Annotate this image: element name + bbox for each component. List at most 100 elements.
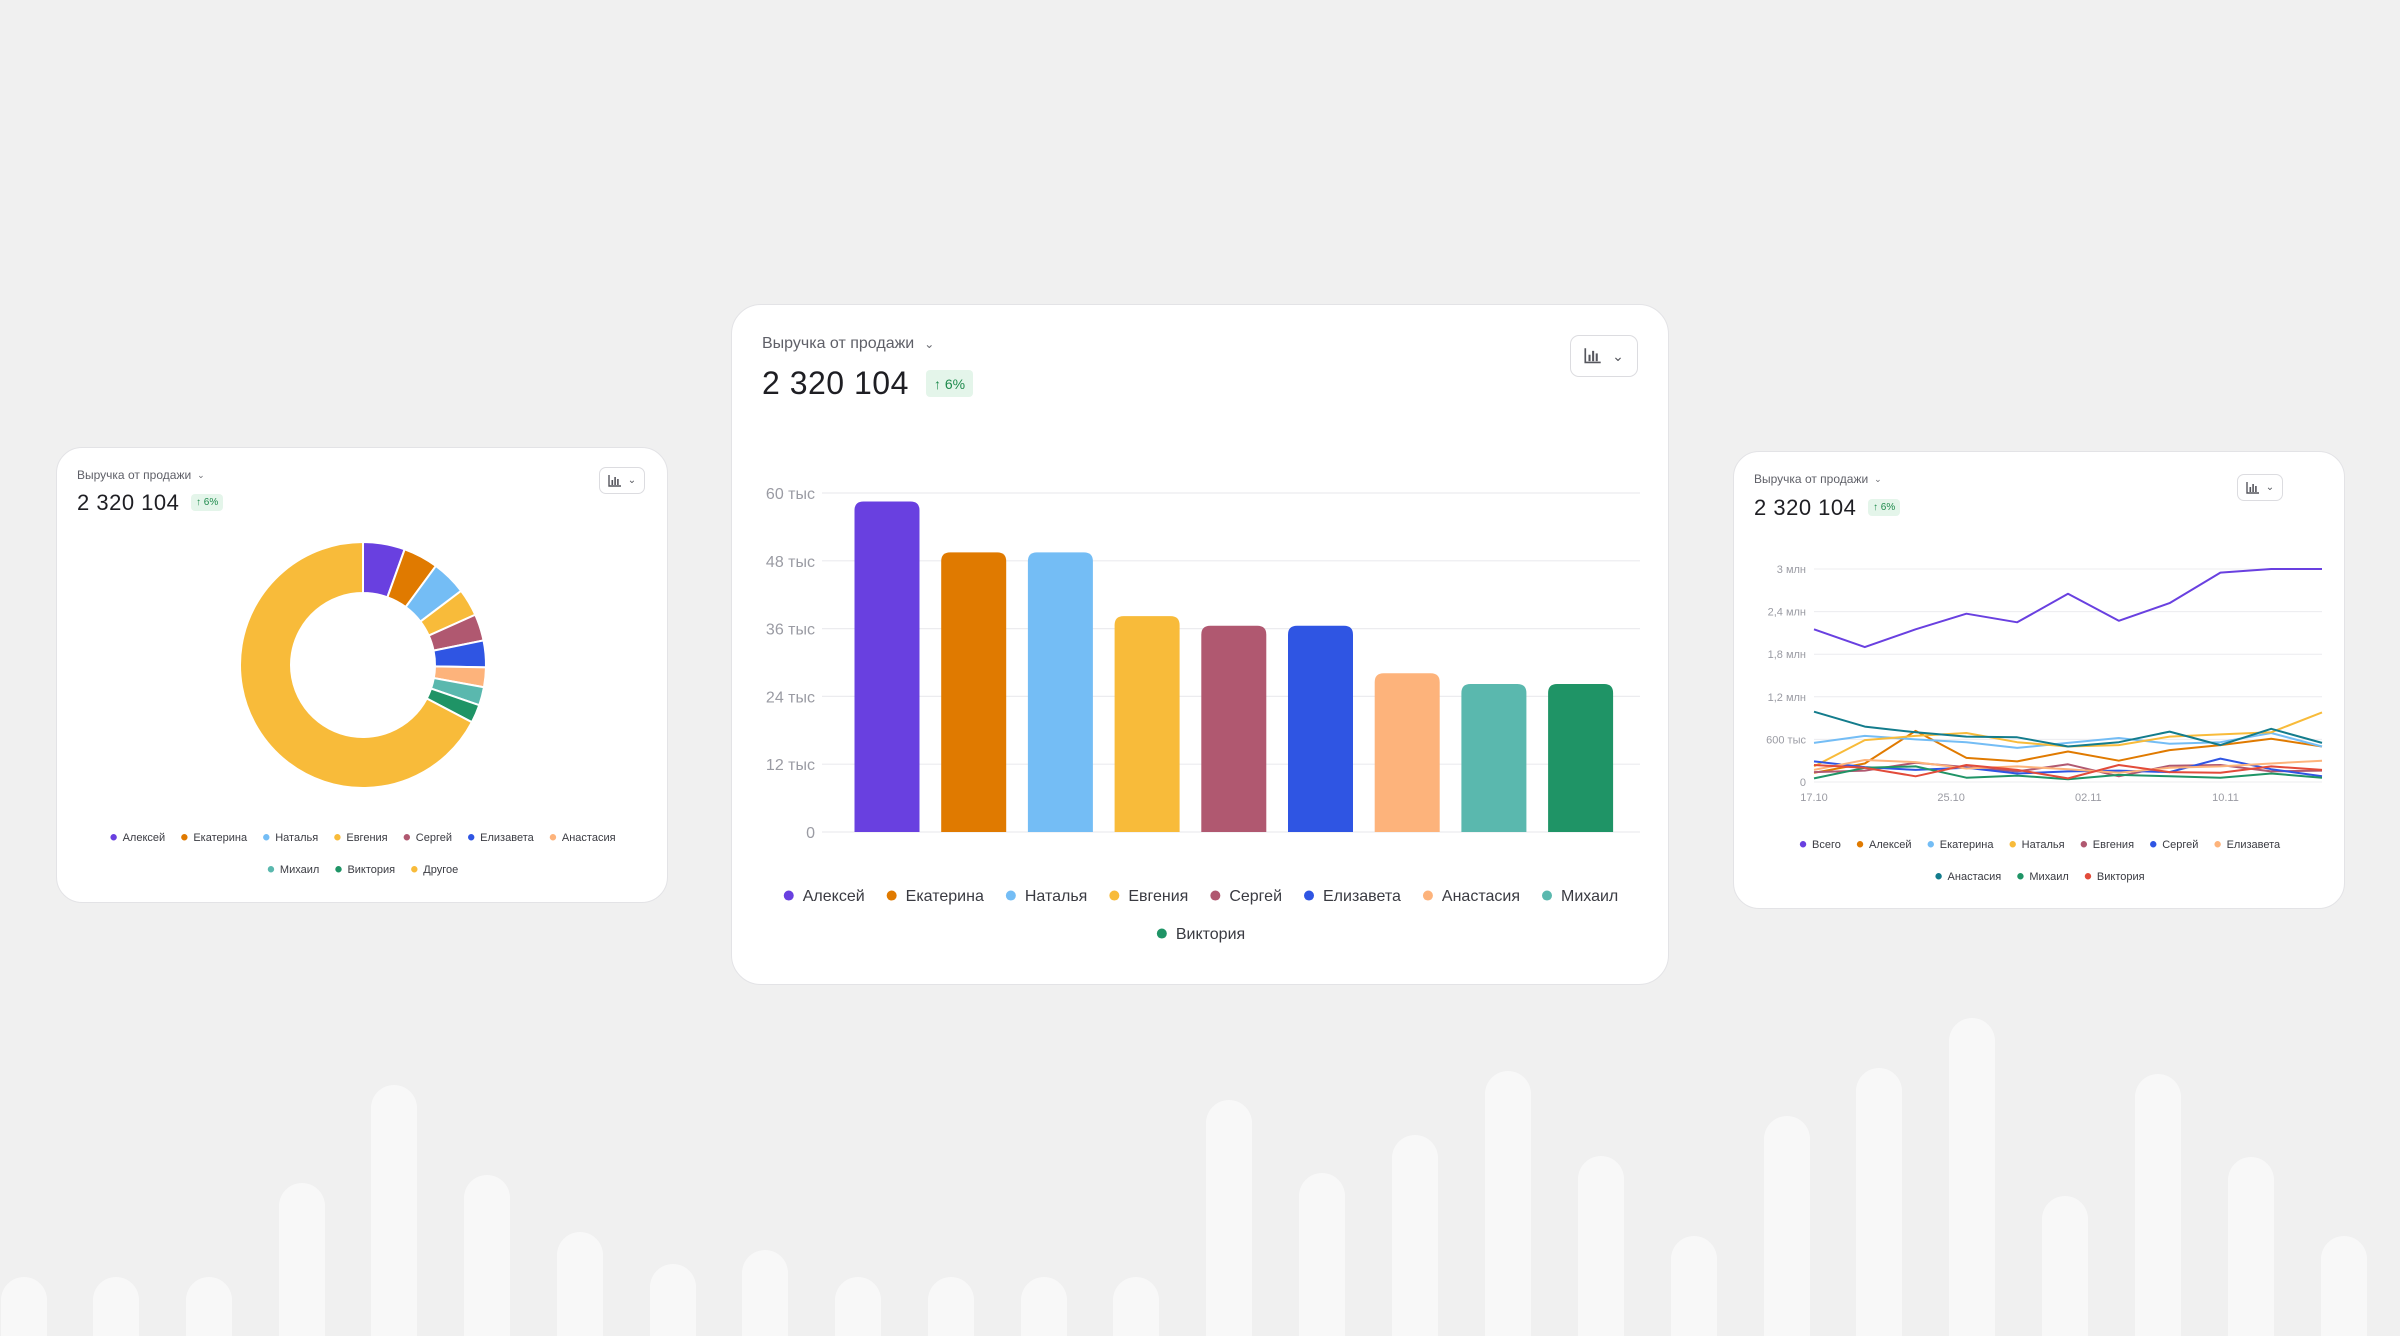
bar[interactable]	[941, 552, 1007, 832]
metric-selector[interactable]: Выручка от продажи ⌄	[1754, 472, 1882, 486]
bar[interactable]	[1288, 625, 1353, 832]
legend-label: Елизавета	[1323, 888, 1401, 905]
bar[interactable]	[1374, 673, 1440, 832]
total-value: 2 320 104	[77, 490, 180, 515]
legend: Анастасия Михаил Виктория	[1935, 871, 2145, 883]
legend: Всего Алексей Екатерина Наталья Евгения Серге…	[1799, 839, 2281, 851]
y-tick-label: 3 млн	[1777, 564, 1806, 576]
background-pill	[2228, 1157, 2274, 1336]
legend-label: Сергей	[1229, 888, 1282, 905]
legend-dot	[403, 834, 411, 841]
change-badge: ↑ 6%	[1868, 499, 1901, 516]
background-pill	[1578, 1156, 1624, 1336]
chevron-down-icon: ⌄	[627, 475, 637, 486]
background-pill	[464, 1175, 510, 1336]
y-tick-label: 36 тыс	[766, 622, 815, 639]
metric-selector[interactable]: Выручка от продажи ⌄	[762, 335, 934, 353]
metric-title: Выручка от продажи	[1754, 472, 1869, 486]
metric-selector[interactable]: Выручка от продажи ⌄	[77, 468, 205, 482]
legend-dot	[2080, 841, 2088, 848]
background-pill	[186, 1277, 232, 1336]
y-tick-label: 1,2 млн	[1768, 692, 1806, 704]
legend-dot	[2017, 873, 2024, 880]
x-tick-label: 02.11	[2075, 792, 2102, 804]
bar-chart-card: Выручка от продажи ⌄ 2 320 104 ↑ 6% ⌄ 0 1…	[731, 304, 1669, 985]
chevron-down-icon: ⌄	[197, 469, 205, 480]
background-pill	[1949, 1018, 1995, 1336]
background-pill	[835, 1277, 881, 1336]
legend-dot	[2214, 841, 2221, 848]
background-pill	[1299, 1173, 1345, 1336]
chart-type-button[interactable]: ⌄	[2237, 474, 2283, 501]
background-pill	[2321, 1236, 2367, 1336]
legend-dot	[335, 866, 342, 873]
y-tick-label: 0	[806, 825, 815, 842]
legend-dot	[2150, 841, 2157, 848]
background-pill	[928, 1277, 974, 1336]
metric-title: Выручка от продажи	[762, 335, 915, 352]
legend-dot	[549, 834, 557, 841]
metric-title: Выручка от продажи	[77, 468, 192, 482]
donut-chart-card: Выручка от продажи ⌄ 2 320 104 ↑ 6% ⌄ Ал…	[56, 447, 668, 903]
chevron-down-icon: ⌄	[2265, 482, 2275, 493]
background-pill	[1392, 1135, 1438, 1336]
y-tick-label: 1,8 млн	[1768, 649, 1806, 661]
series-line[interactable]	[1813, 710, 2323, 748]
x-tick-label: 10.11	[2212, 792, 2239, 804]
y-tick-label: 2,4 млн	[1768, 607, 1806, 619]
bar[interactable]	[1461, 683, 1527, 832]
bar[interactable]	[1548, 683, 1614, 832]
legend-dot	[886, 890, 897, 901]
y-tick-label: 600 тыс	[1766, 734, 1806, 746]
bar[interactable]	[1027, 552, 1093, 832]
background-pill	[93, 1277, 139, 1336]
background-pill	[1671, 1236, 1717, 1336]
legend-label: Екатерина	[906, 888, 984, 905]
background-pill	[1206, 1100, 1252, 1336]
series-line[interactable]	[1813, 757, 2323, 778]
legend-label: Всего	[1812, 839, 1841, 851]
series-line[interactable]	[1813, 729, 2323, 774]
legend: Алексей Екатерина Наталья Евгения Сергей Елиз…	[783, 888, 1618, 905]
legend-label: Анастасия	[1948, 871, 2002, 883]
series-line[interactable]	[1813, 759, 2323, 774]
total-value: 2 320 104	[1754, 495, 1857, 520]
legend-label: Виктория	[2097, 871, 2145, 883]
background-pill	[742, 1250, 788, 1336]
legend-dot	[1935, 873, 1942, 880]
legend-dot	[1799, 841, 1807, 848]
bar[interactable]	[1114, 616, 1180, 832]
series-line[interactable]	[1813, 568, 2322, 649]
legend-label: Виктория	[347, 864, 395, 876]
legend-dot	[468, 834, 475, 841]
bar[interactable]	[1201, 625, 1267, 832]
legend-dot	[110, 834, 117, 841]
change-badge: ↑ 6%	[191, 494, 224, 511]
background-pill	[2135, 1074, 2181, 1336]
pie-slice[interactable]	[239, 540, 474, 789]
legend-dot	[1210, 890, 1221, 901]
series-line[interactable]	[1813, 761, 2323, 778]
chevron-down-icon: ⌄	[924, 337, 935, 351]
legend-label: Екатерина	[193, 832, 248, 844]
legend-dot	[334, 834, 341, 841]
legend-dot	[267, 866, 275, 873]
legend-label: Евгения	[1128, 888, 1188, 905]
bar-chart-icon	[1584, 348, 1601, 364]
legend-label: Евгения	[346, 832, 387, 844]
legend-label: Наталья	[275, 832, 318, 844]
y-tick-label: 0	[1800, 777, 1806, 789]
series-line[interactable]	[1813, 764, 2323, 780]
chart-type-button[interactable]: ⌄	[599, 467, 645, 494]
x-tick-label: 17.10	[1800, 792, 1828, 804]
line-chart-card: Выручка от продажи ⌄ 2 320 104 ↑ 6% ⌄ 0 6…	[1733, 451, 2345, 909]
background-pill	[279, 1183, 325, 1336]
bar[interactable]	[854, 501, 920, 832]
chart-type-button[interactable]: ⌄	[1570, 335, 1638, 377]
legend-label: Екатерина	[1940, 839, 1995, 851]
legend-dot	[1156, 928, 1167, 939]
line-chart: 0 600 тыс 1,2 млн 1,8 млн 2,4 млн 3 млн 17.10 2…	[1766, 564, 2323, 883]
legend-dot	[1927, 841, 1934, 848]
donut-chart: Алексей Екатерина Наталья Евгения Сергей Елиз…	[110, 540, 616, 876]
